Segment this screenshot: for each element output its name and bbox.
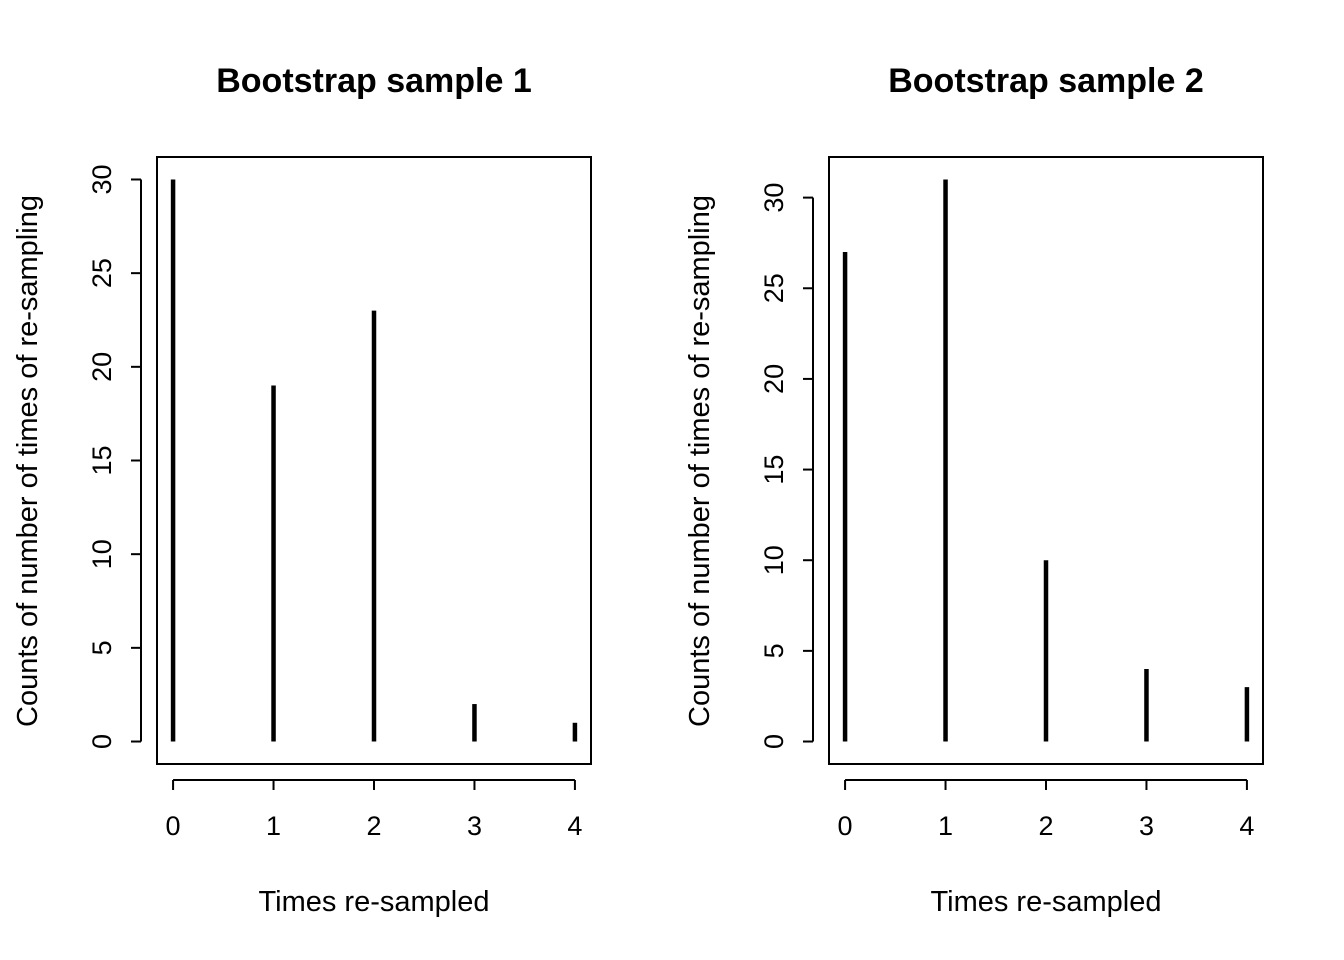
chart-title: Bootstrap sample 2 bbox=[888, 62, 1204, 100]
chart-title: Bootstrap sample 1 bbox=[216, 62, 532, 100]
spikes bbox=[170, 179, 578, 742]
chart-panel-1: Bootstrap sample 1 0 5 10 15 20 25 30 0 1 2 3 4 Ti… bbox=[12, 62, 592, 918]
y-axis-label: Counts of number of times of re-sampling bbox=[684, 195, 716, 727]
y-tick-label: 10 bbox=[759, 545, 789, 575]
x-tick-label: 1 bbox=[266, 811, 281, 841]
chart-panel-2: Bootstrap sample 2 0 5 10 15 20 25 30 0 1 2 3 4 Ti… bbox=[684, 62, 1264, 918]
spikes bbox=[842, 179, 1250, 742]
plot-frame bbox=[156, 156, 592, 765]
y-tick-label: 20 bbox=[87, 352, 117, 382]
y-tick-label: 5 bbox=[759, 643, 789, 658]
y-tick-label: 5 bbox=[87, 640, 117, 655]
y-tick-label: 15 bbox=[759, 455, 789, 485]
x-tick-label: 3 bbox=[1139, 811, 1154, 841]
y-tick-label: 0 bbox=[759, 734, 789, 749]
x-axis-label: Times re-sampled bbox=[931, 886, 1162, 918]
y-tick-label: 25 bbox=[87, 258, 117, 288]
y-tick-label: 10 bbox=[87, 539, 117, 569]
y-tick-label: 30 bbox=[759, 183, 789, 213]
y-tick-label: 0 bbox=[87, 734, 117, 749]
x-tick-label: 4 bbox=[567, 811, 582, 841]
x-tick-label: 4 bbox=[1239, 811, 1254, 841]
x-axis: 0 1 2 3 4 bbox=[166, 779, 582, 841]
y-tick-label: 30 bbox=[87, 164, 117, 194]
x-tick-label: 2 bbox=[366, 811, 381, 841]
x-tick-label: 2 bbox=[1038, 811, 1053, 841]
x-tick-label: 0 bbox=[838, 811, 853, 841]
x-tick-label: 1 bbox=[938, 811, 953, 841]
y-tick-label: 20 bbox=[759, 364, 789, 394]
x-tick-label: 3 bbox=[467, 811, 482, 841]
y-axis-label: Counts of number of times of re-sampling bbox=[12, 195, 44, 727]
plot-frame bbox=[828, 156, 1264, 765]
y-axis: 0 5 10 15 20 25 30 bbox=[759, 183, 814, 749]
y-tick-label: 25 bbox=[759, 273, 789, 303]
y-tick-label: 15 bbox=[87, 445, 117, 475]
x-tick-label: 0 bbox=[166, 811, 181, 841]
x-axis-label: Times re-sampled bbox=[259, 886, 490, 918]
y-axis: 0 5 10 15 20 25 30 bbox=[87, 164, 142, 749]
x-axis: 0 1 2 3 4 bbox=[838, 779, 1254, 841]
